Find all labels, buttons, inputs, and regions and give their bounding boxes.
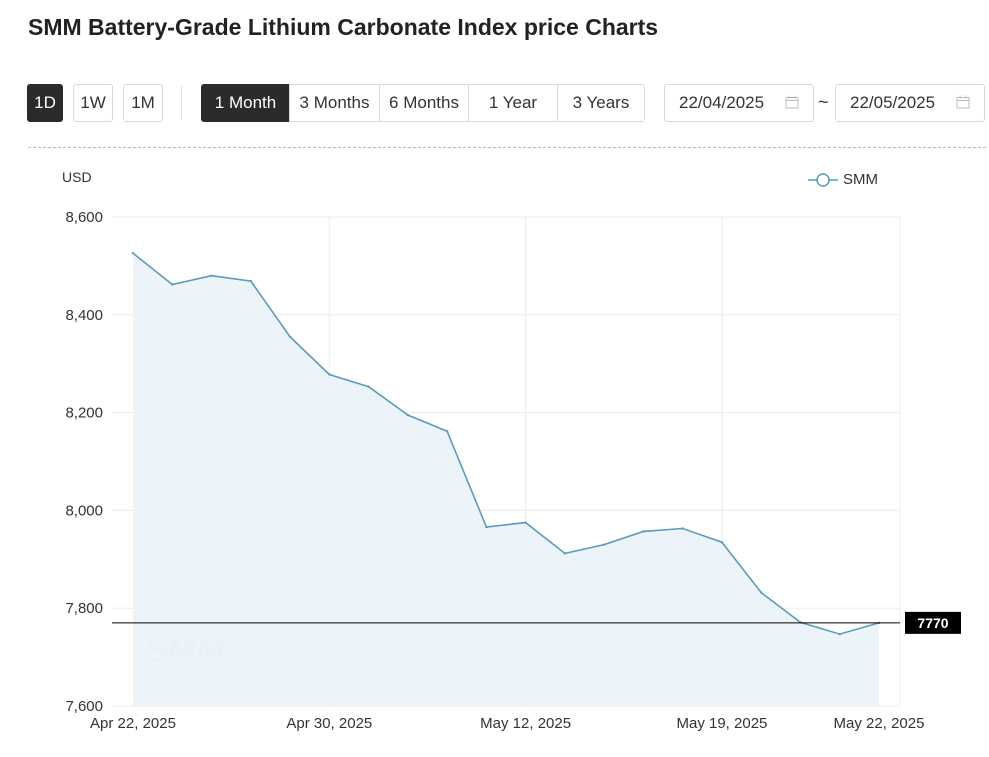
page-title: SMM Battery-Grade Lithium Carbonate Inde…: [28, 14, 659, 40]
data-point: [445, 429, 449, 433]
range-1-month-button[interactable]: 1 Month: [201, 84, 290, 122]
range-6-months-button[interactable]: 6 Months: [379, 84, 469, 122]
data-point: [249, 279, 252, 283]
data-point: [681, 527, 684, 530]
last-value-label: 7770: [917, 615, 948, 631]
date-range-separator: ~: [818, 92, 829, 112]
y-tick-label: 8,600: [65, 209, 103, 226]
range-3-months-button[interactable]: 3 Months: [289, 84, 380, 122]
data-point: [328, 373, 331, 376]
y-tick-label: 8,000: [65, 502, 103, 519]
data-point: [288, 335, 292, 339]
start-date-input[interactable]: 22/04/2025: [664, 84, 814, 122]
interval-1w-button[interactable]: 1W: [73, 84, 113, 122]
y-tick-label: 8,400: [65, 307, 103, 324]
data-point: [131, 251, 135, 255]
data-point: [367, 385, 370, 388]
calendar-icon: [956, 95, 970, 109]
series-line: [132, 252, 880, 635]
data-point: [485, 525, 488, 529]
start-date-value: 22/04/2025: [679, 93, 765, 112]
data-point: [838, 632, 841, 636]
y-axis-unit-label: USD: [62, 169, 92, 185]
divider: [181, 86, 182, 120]
data-point: [563, 552, 567, 555]
data-point: [524, 521, 527, 524]
interval-1d-button[interactable]: 1D: [27, 84, 63, 122]
x-tick-label: May 12, 2025: [480, 715, 571, 732]
interval-1m-button[interactable]: 1M: [123, 84, 163, 122]
y-tick-label: 8,200: [65, 405, 103, 422]
x-tick-label: May 22, 2025: [834, 715, 925, 732]
data-point: [171, 283, 174, 286]
data-point: [760, 591, 763, 594]
end-date-value: 22/05/2025: [850, 93, 936, 112]
x-tick-label: Apr 30, 2025: [286, 715, 372, 732]
x-tick-label: Apr 22, 2025: [90, 715, 176, 732]
section-divider: [28, 147, 986, 148]
data-point: [210, 274, 213, 277]
data-point: [406, 413, 410, 417]
legend-marker-icon: [808, 172, 838, 187]
legend-item-smm[interactable]: SMM: [808, 171, 878, 188]
range-1-year-button[interactable]: 1 Year: [468, 84, 558, 122]
calendar-icon: [785, 95, 799, 109]
range-3-years-button[interactable]: 3 Years: [557, 84, 645, 122]
last-value-badge: [905, 611, 961, 634]
y-tick-label: 7,600: [65, 698, 103, 715]
series-area: [133, 253, 879, 706]
legend-label: SMM: [843, 171, 878, 188]
data-point: [602, 543, 606, 546]
y-tick-label: 7,800: [65, 600, 103, 617]
x-tick-label: May 19, 2025: [676, 715, 767, 732]
data-point: [642, 530, 645, 533]
chart-controls: 1D 1W 1M 1 Month 3 Months 6 Months 1 Yea…: [0, 0, 989, 140]
data-point: [720, 540, 724, 544]
end-date-input[interactable]: 22/05/2025: [835, 84, 985, 122]
